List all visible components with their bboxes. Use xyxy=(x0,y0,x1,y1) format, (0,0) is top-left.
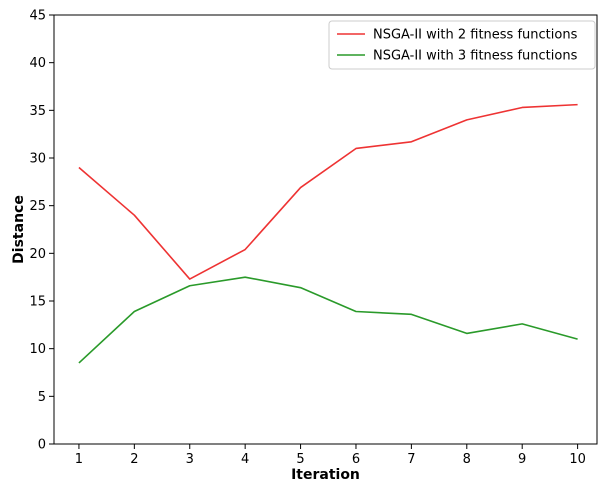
plot-area xyxy=(53,14,598,445)
series-line-1 xyxy=(78,103,578,280)
x-tick-label: 1 xyxy=(75,452,83,467)
legend-entry-series-1: NSGA-II with 2 fitness functions xyxy=(373,28,578,43)
x-axis-ticks: 1 2 3 4 5 6 7 8 9 10 xyxy=(75,444,586,467)
y-tick-label: 45 xyxy=(29,9,46,24)
x-tick-label: 3 xyxy=(186,452,194,467)
y-axis-ticks: 0 5 10 15 20 25 30 35 40 45 xyxy=(29,9,54,453)
x-tick-label: 2 xyxy=(130,452,138,467)
x-tick-label: 10 xyxy=(569,452,586,467)
y-tick-label: 40 xyxy=(29,56,46,71)
y-tick-label: 5 xyxy=(38,390,46,405)
x-tick-label: 9 xyxy=(518,452,526,467)
y-tick-label: 30 xyxy=(29,152,46,167)
x-axis-label: Iteration xyxy=(291,467,360,482)
legend: NSGA-II with 2 fitness functions NSGA-II… xyxy=(328,20,596,70)
x-tick-label: 8 xyxy=(463,452,471,467)
plot-frame xyxy=(53,14,598,445)
y-tick-label: 25 xyxy=(29,199,46,214)
legend-box xyxy=(328,20,596,70)
series-line-2 xyxy=(78,276,578,364)
y-axis-label: Distance xyxy=(11,195,27,264)
y-tick-label: 10 xyxy=(29,342,46,357)
x-tick-label: 4 xyxy=(241,452,249,467)
y-tick-label: 20 xyxy=(29,247,46,262)
y-tick-label: 15 xyxy=(29,295,46,310)
x-tick-label: 6 xyxy=(352,452,360,467)
x-tick-label: 5 xyxy=(296,452,304,467)
x-tick-label: 7 xyxy=(407,452,415,467)
y-tick-label: 0 xyxy=(38,438,46,453)
legend-entry-series-2: NSGA-II with 3 fitness functions xyxy=(373,49,578,64)
series-layer xyxy=(78,103,578,364)
y-tick-label: 35 xyxy=(29,104,46,119)
